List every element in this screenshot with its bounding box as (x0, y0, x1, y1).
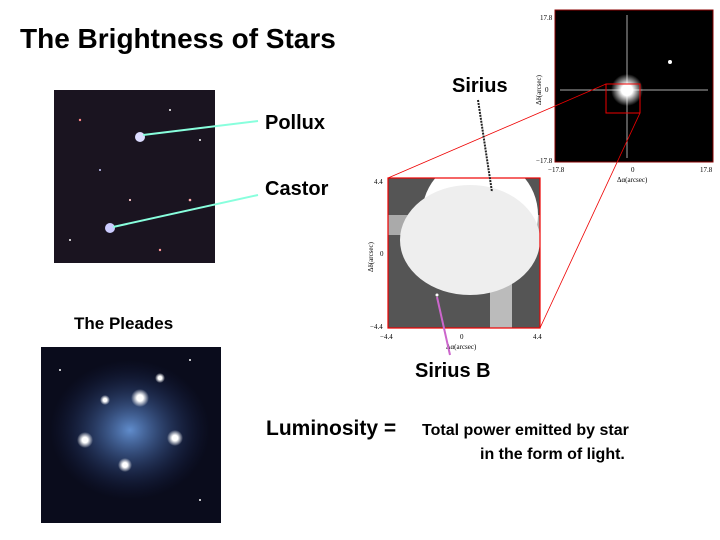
definition-text: Total power emitted by star (422, 422, 629, 439)
tick-label: 0 (460, 333, 464, 341)
pointer (477, 99, 493, 193)
pointer (112, 194, 259, 228)
definition-text: in the form of light. (480, 446, 625, 463)
zoom-line (539, 112, 641, 329)
zoom-line (387, 83, 607, 179)
wide-image (554, 9, 714, 163)
star-label: Pollux (265, 112, 325, 134)
caption: The Pleades (74, 314, 173, 333)
axis-label: Δδ(arcsec) (535, 74, 543, 105)
tick-label: 0 (545, 86, 549, 94)
tick-label: −4.4 (370, 323, 383, 331)
tick-label: −4.4 (380, 333, 393, 341)
tick-label: 4.4 (374, 178, 383, 186)
tick-label: 17.8 (540, 14, 553, 22)
pointer (142, 120, 259, 136)
gemini-photo (54, 90, 215, 263)
pleiades-photo (41, 347, 221, 523)
axis-label: Δα(arcsec) (446, 343, 477, 351)
star-label: Sirius B (415, 360, 491, 382)
zoom-image (387, 157, 541, 329)
tick-label: 17.8 (700, 166, 713, 174)
title: The Brightness of Stars (20, 23, 336, 54)
star-label: Castor (265, 178, 329, 200)
pointer (436, 296, 451, 356)
tick-label: 0 (631, 166, 635, 174)
tick-label: 0 (380, 250, 384, 258)
star-label: Sirius (452, 75, 508, 97)
tick-label: 4.4 (533, 333, 542, 341)
tick-label: −17.8 (536, 157, 553, 165)
axis-label: Δδ(arcsec) (367, 241, 375, 272)
definition-term: Luminosity = (266, 417, 396, 440)
tick-label: −17.8 (548, 166, 565, 174)
axis-label: Δα(arcsec) (617, 176, 648, 184)
